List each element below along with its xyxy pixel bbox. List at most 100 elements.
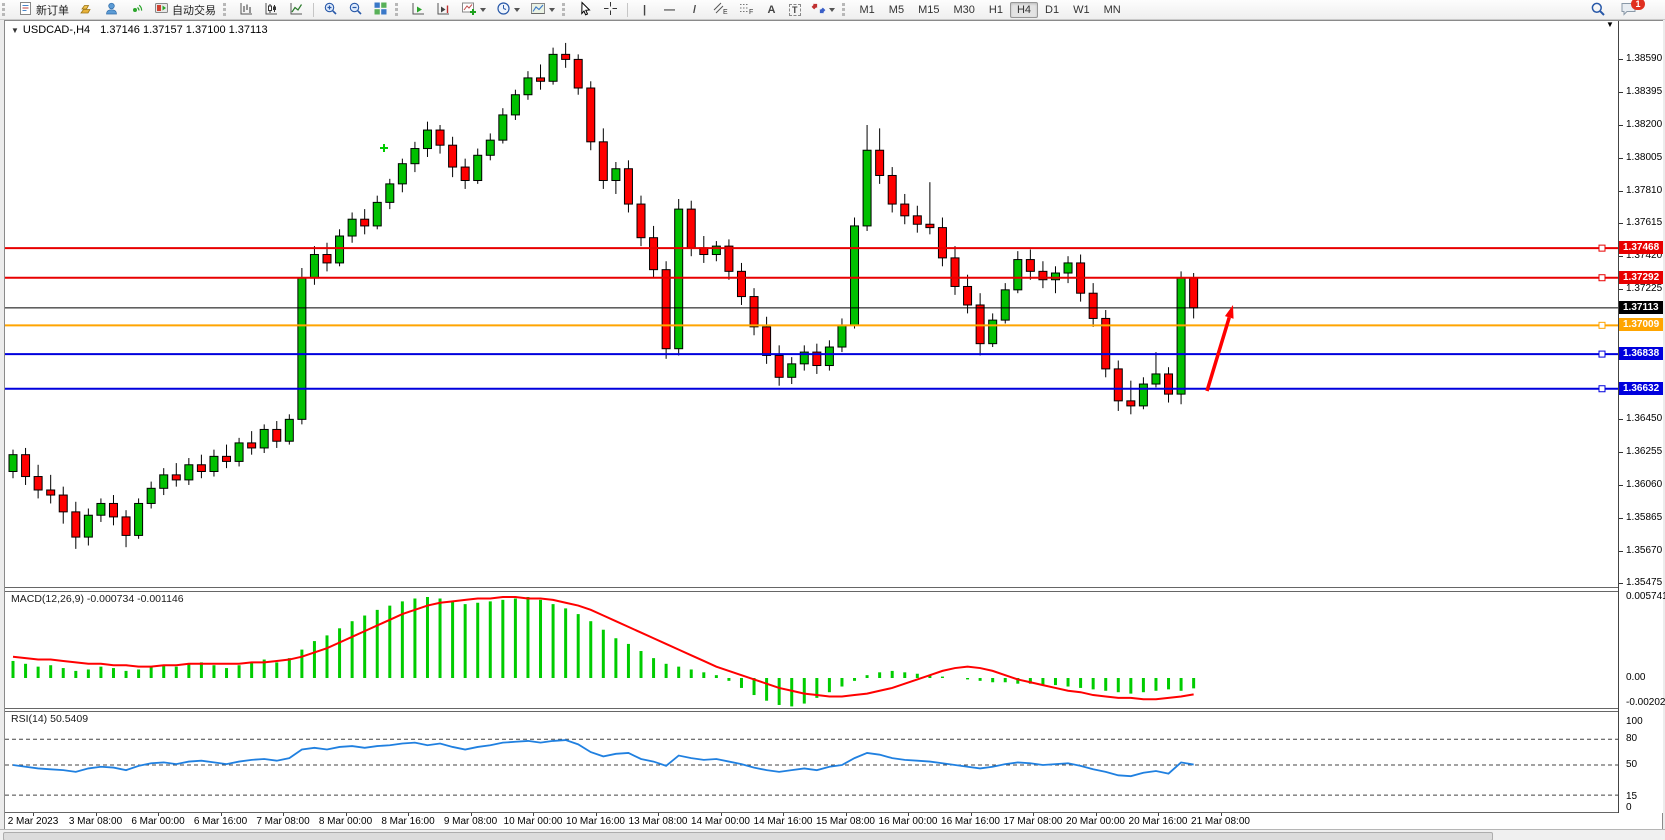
candlestick-chart-button[interactable] bbox=[260, 0, 283, 19]
crosshair-button[interactable] bbox=[599, 0, 622, 19]
price-badge-resistance[interactable]: 1.37468 bbox=[1619, 241, 1663, 255]
horizontal-line-button[interactable]: — bbox=[658, 0, 681, 19]
vertical-line-button[interactable]: | bbox=[633, 0, 656, 19]
timeframe-d1[interactable]: D1 bbox=[1045, 3, 1060, 16]
time-label: 13 Mar 08:00 bbox=[628, 816, 688, 827]
pane-divider[interactable] bbox=[5, 708, 1662, 712]
zoom-out-button[interactable] bbox=[344, 0, 367, 19]
main-chart-pane[interactable] bbox=[5, 21, 1618, 587]
channel-button[interactable]: E bbox=[708, 0, 732, 19]
timeframe-m30[interactable]: M30 bbox=[953, 3, 975, 16]
chart-shift-button[interactable] bbox=[432, 0, 455, 19]
signals-button[interactable] bbox=[125, 0, 148, 19]
time-tick-mark bbox=[720, 813, 722, 816]
zoom-in-button[interactable] bbox=[319, 0, 342, 19]
market-depth-button[interactable] bbox=[75, 0, 98, 19]
price-tick-label: 1.37225 bbox=[1626, 283, 1663, 294]
chat-button[interactable]: 1 bbox=[1620, 0, 1645, 20]
candles bbox=[8, 42, 1199, 549]
trendline-button[interactable]: / bbox=[683, 0, 706, 19]
line-handle bbox=[1598, 385, 1606, 393]
price-scale[interactable]: 0.005741 0.00 -0.002027 100 80 50 15 0 1… bbox=[1618, 21, 1665, 813]
auto-scroll-button[interactable] bbox=[407, 0, 430, 19]
time-label: 2 Mar 2023 bbox=[7, 816, 59, 827]
vertical-line-icon: | bbox=[642, 3, 647, 16]
new-order-button[interactable]: 新订单 bbox=[14, 0, 73, 19]
timeframe-m15[interactable]: M15 bbox=[918, 3, 940, 16]
price-tick-mark bbox=[1619, 190, 1623, 192]
crosshair-icon bbox=[603, 1, 618, 19]
time-label: 14 Mar 00:00 bbox=[691, 816, 750, 827]
templates-button[interactable] bbox=[526, 0, 559, 19]
one-click-trading-toggle[interactable]: ▼ bbox=[11, 25, 19, 35]
timeframe-h4[interactable]: H4 bbox=[1009, 1, 1038, 18]
macd-label: MACD(12,26,9) -0.000734 -0.001146 bbox=[11, 593, 184, 605]
time-label: 20 Mar 16:00 bbox=[1128, 816, 1188, 827]
line-handle bbox=[1598, 350, 1606, 358]
autotrading-icon bbox=[154, 1, 169, 19]
arrows-button[interactable] bbox=[807, 0, 839, 19]
time-label: 15 Mar 08:00 bbox=[816, 816, 875, 827]
scrollbar-handle[interactable] bbox=[3, 832, 1493, 840]
timeframe-h1[interactable]: H1 bbox=[988, 3, 1003, 16]
scale-collapse-icon[interactable]: ▼ bbox=[1606, 20, 1614, 29]
tile-windows-button[interactable] bbox=[369, 0, 392, 19]
price-tick-label: 1.35475 bbox=[1626, 577, 1663, 589]
auto-trading-label: 自动交易 bbox=[172, 4, 216, 17]
cursor-button[interactable] bbox=[574, 0, 597, 19]
text-button[interactable]: A bbox=[760, 0, 783, 19]
accounts-button[interactable] bbox=[100, 0, 123, 19]
profile-icon bbox=[104, 1, 119, 19]
indicators-button[interactable] bbox=[457, 0, 490, 19]
toolbar-grip bbox=[562, 3, 569, 16]
horizontal-scrollbar[interactable] bbox=[0, 829, 1665, 840]
price-badge-current-price[interactable]: 1.37113 bbox=[1619, 300, 1663, 314]
arrow-annotation[interactable] bbox=[1205, 305, 1234, 392]
chart-window[interactable]: ▼ USDCAD-,H4 1.37146 1.37157 1.37100 1.3… bbox=[4, 20, 1665, 830]
indicators-icon bbox=[461, 1, 477, 19]
chevron-down-icon bbox=[480, 7, 486, 12]
time-tick-mark bbox=[595, 813, 597, 816]
price-badge-support[interactable]: 1.36632 bbox=[1619, 381, 1663, 395]
svg-text:E: E bbox=[723, 9, 728, 16]
line-chart-button[interactable] bbox=[285, 0, 308, 19]
price-tick-mark bbox=[1619, 223, 1623, 225]
fibonacci-button[interactable]: F bbox=[734, 0, 758, 19]
timeframe-m5[interactable]: M5 bbox=[888, 3, 905, 16]
price-badge-pivot[interactable]: 1.37009 bbox=[1619, 318, 1663, 332]
text-label-button[interactable]: T bbox=[785, 0, 805, 19]
periods-button[interactable] bbox=[492, 0, 524, 19]
text-label-icon: T bbox=[789, 3, 801, 16]
cursor-icon bbox=[578, 0, 593, 19]
chevron-down-icon bbox=[549, 7, 555, 12]
time-label: 10 Mar 00:00 bbox=[503, 816, 563, 827]
price-badge-resistance[interactable]: 1.37292 bbox=[1619, 270, 1663, 284]
macd-pane[interactable] bbox=[5, 590, 1618, 708]
price-tick-mark bbox=[1619, 125, 1623, 126]
price-badge-support[interactable]: 1.36838 bbox=[1619, 347, 1663, 361]
timeframe-w1[interactable]: W1 bbox=[1073, 3, 1090, 16]
search-icon[interactable] bbox=[1590, 1, 1606, 20]
timeframe-m1[interactable]: M1 bbox=[859, 3, 875, 16]
time-tick-mark bbox=[1033, 813, 1034, 816]
horizontal-levels[interactable] bbox=[5, 244, 1618, 393]
time-label: 8 Mar 00:00 bbox=[318, 816, 373, 827]
time-label: 6 Mar 16:00 bbox=[193, 816, 248, 827]
macd-signal-line bbox=[12, 596, 1194, 701]
rsi-pane[interactable] bbox=[5, 710, 1618, 812]
price-tick-label: 1.38395 bbox=[1626, 86, 1663, 98]
time-axis[interactable]: 2 Mar 2023 3 Mar 08:00 6 Mar 00:00 6 Mar 16… bbox=[5, 813, 1662, 829]
price-tick-label: 1.38590 bbox=[1626, 53, 1663, 65]
price-tick-mark bbox=[1619, 289, 1623, 290]
notification-badge: 1 bbox=[1631, 0, 1645, 10]
pane-divider[interactable] bbox=[5, 587, 1662, 592]
timeframe-mn[interactable]: MN bbox=[1103, 3, 1121, 16]
chevron-down-icon bbox=[828, 7, 835, 12]
rsi-scale-15: 15 bbox=[1626, 791, 1638, 802]
rsi-title: RSI(14) bbox=[11, 713, 48, 725]
time-tick-mark bbox=[283, 813, 284, 816]
auto-trading-button[interactable]: 自动交易 bbox=[150, 0, 220, 19]
bar-chart-button[interactable] bbox=[235, 0, 258, 19]
macd-scale-max: 0.005741 bbox=[1626, 591, 1665, 602]
